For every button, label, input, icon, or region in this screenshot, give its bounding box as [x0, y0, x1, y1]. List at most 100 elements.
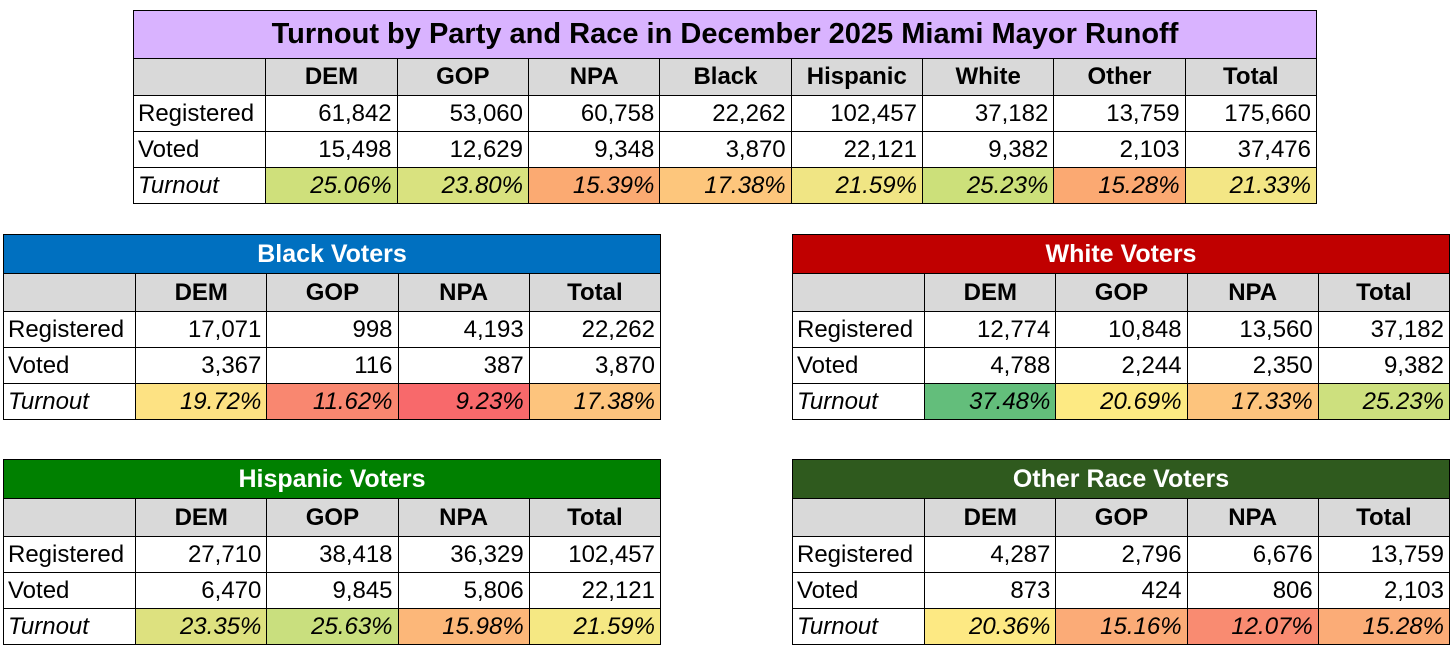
- header-corner: [2, 273, 137, 312]
- row-label: Turnout: [791, 608, 926, 645]
- cell: 6,470: [135, 572, 268, 609]
- cell: 9,382: [1317, 347, 1451, 384]
- cell: 53,060: [396, 95, 529, 132]
- header-gop: GOP: [1055, 498, 1188, 537]
- turnout-cell: 11.62%: [266, 383, 399, 420]
- cell: 13,560: [1186, 311, 1319, 348]
- table-row: Registered 27,710 38,418 36,329 102,457: [2, 536, 662, 573]
- header-corner: [2, 498, 137, 537]
- header-other: Other: [1053, 58, 1186, 96]
- table-title: Other Race Voters: [792, 459, 1450, 499]
- table-row: Voted 873 424 806 2,103: [791, 572, 1451, 609]
- cell: 2,244: [1055, 347, 1188, 384]
- main-turnout-table: Turnout by Party and Race in December 20…: [132, 10, 1318, 204]
- row-label: Registered: [791, 311, 926, 348]
- turnout-cell: 21.59%: [790, 167, 923, 204]
- header-total: Total: [1317, 498, 1451, 537]
- cell: 17,071: [135, 311, 268, 348]
- row-label: Voted: [2, 347, 137, 384]
- header-dem: DEM: [135, 498, 268, 537]
- turnout-cell: 12.07%: [1186, 608, 1319, 645]
- header-npa: NPA: [527, 58, 661, 96]
- table-row: Registered 4,287 2,796 6,676 13,759: [791, 536, 1451, 573]
- cell: 60,758: [527, 95, 661, 132]
- turnout-cell: 9.23%: [397, 383, 530, 420]
- header-dem: DEM: [924, 498, 1057, 537]
- cell: 37,476: [1184, 131, 1318, 168]
- row-label: Registered: [2, 536, 137, 573]
- header-hispanic: Hispanic: [790, 58, 923, 96]
- table-row: Registered 12,774 10,848 13,560 37,182: [791, 311, 1451, 348]
- table-row: Turnout 25.06% 23.80% 15.39% 17.38% 21.5…: [132, 167, 1318, 204]
- cell: 873: [924, 572, 1057, 609]
- cell: 6,676: [1186, 536, 1319, 573]
- row-label: Registered: [2, 311, 137, 348]
- cell: 27,710: [135, 536, 268, 573]
- turnout-cell: 17.33%: [1186, 383, 1319, 420]
- cell: 998: [266, 311, 399, 348]
- main-title: Turnout by Party and Race in December 20…: [133, 10, 1317, 59]
- row-label: Turnout: [791, 383, 926, 420]
- header-corner: [791, 498, 926, 537]
- turnout-cell: 17.38%: [659, 167, 792, 204]
- cell: 5,806: [397, 572, 530, 609]
- table-row: Turnout 23.35% 25.63% 15.98% 21.59%: [2, 608, 662, 645]
- header-gop: GOP: [396, 58, 529, 96]
- cell: 12,629: [396, 131, 529, 168]
- row-label: Voted: [2, 572, 137, 609]
- cell: 22,121: [790, 131, 923, 168]
- cell: 36,329: [397, 536, 530, 573]
- row-label: Voted: [791, 347, 926, 384]
- cell: 2,103: [1317, 572, 1451, 609]
- table-row: Turnout 20.36% 15.16% 12.07% 15.28%: [791, 608, 1451, 645]
- table-row: Voted 3,367 116 387 3,870: [2, 347, 662, 384]
- table-row: Turnout 37.48% 20.69% 17.33% 25.23%: [791, 383, 1451, 420]
- turnout-cell: 15.28%: [1053, 167, 1186, 204]
- header-gop: GOP: [1055, 273, 1188, 312]
- header-white: White: [921, 58, 1055, 96]
- header-npa: NPA: [1186, 498, 1319, 537]
- cell: 4,287: [924, 536, 1057, 573]
- header-dem: DEM: [265, 58, 398, 96]
- turnout-cell: 20.69%: [1055, 383, 1188, 420]
- header-gop: GOP: [266, 498, 399, 537]
- header-npa: NPA: [397, 498, 530, 537]
- header-dem: DEM: [135, 273, 268, 312]
- turnout-cell: 25.23%: [921, 167, 1055, 204]
- row-label: Turnout: [132, 167, 267, 204]
- cell: 116: [266, 347, 399, 384]
- cell: 15,498: [265, 131, 398, 168]
- cell: 4,193: [397, 311, 530, 348]
- table-row: Registered 61,842 53,060 60,758 22,262 1…: [132, 95, 1318, 132]
- turnout-cell: 25.23%: [1317, 383, 1451, 420]
- cell: 424: [1055, 572, 1188, 609]
- row-label: Voted: [132, 131, 267, 168]
- header-npa: NPA: [1186, 273, 1319, 312]
- cell: 4,788: [924, 347, 1057, 384]
- row-label: Registered: [791, 536, 926, 573]
- black-voters-table: Black Voters DEM GOP NPA Total Registere…: [2, 234, 662, 420]
- cell: 38,418: [266, 536, 399, 573]
- white-voters-table: White Voters DEM GOP NPA Total Registere…: [791, 234, 1451, 420]
- header-npa: NPA: [397, 273, 530, 312]
- turnout-cell: 21.33%: [1184, 167, 1318, 204]
- cell: 175,660: [1184, 95, 1318, 132]
- turnout-cell: 17.38%: [528, 383, 662, 420]
- header-corner: [132, 58, 267, 96]
- cell: 387: [397, 347, 530, 384]
- table-title: Black Voters: [3, 234, 661, 274]
- other-race-voters-table: Other Race Voters DEM GOP NPA Total Regi…: [791, 459, 1451, 645]
- table-row: Registered 17,071 998 4,193 22,262: [2, 311, 662, 348]
- table-title: Hispanic Voters: [3, 459, 661, 499]
- turnout-cell: 23.80%: [396, 167, 529, 204]
- cell: 2,103: [1053, 131, 1186, 168]
- cell: 9,348: [527, 131, 661, 168]
- turnout-cell: 37.48%: [924, 383, 1057, 420]
- table-row: Voted 15,498 12,629 9,348 3,870 22,121 9…: [132, 131, 1318, 168]
- header-gop: GOP: [266, 273, 399, 312]
- turnout-cell: 15.98%: [397, 608, 530, 645]
- header-total: Total: [1317, 273, 1451, 312]
- cell: 22,121: [528, 572, 662, 609]
- header-dem: DEM: [924, 273, 1057, 312]
- cell: 37,182: [1317, 311, 1451, 348]
